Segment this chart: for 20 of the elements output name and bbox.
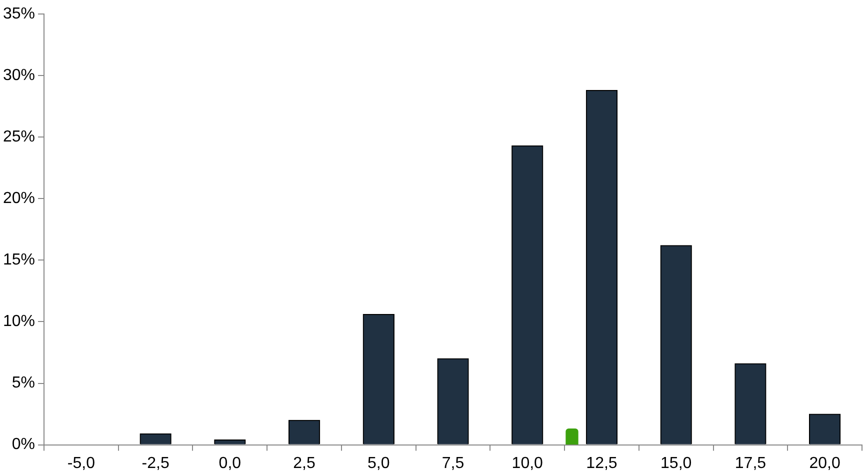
x-tick-label: 2,5: [293, 454, 316, 472]
y-tick-label: 25%: [2, 128, 36, 146]
x-tick-label: 0,0: [218, 454, 242, 472]
x-tick-label: 12,5: [586, 454, 618, 472]
y-tick-label: 10%: [2, 313, 36, 330]
y-tick-label: 5%: [12, 374, 36, 392]
x-tick-label: 17,5: [734, 454, 766, 472]
y-tick-label: 0%: [12, 436, 36, 454]
bar: [566, 428, 578, 445]
x-tick-label: -5,0: [67, 454, 96, 472]
y-tick-label: 30%: [2, 66, 36, 84]
x-tick-label: 10,0: [512, 454, 544, 472]
y-tick-label: 15%: [2, 252, 36, 269]
x-tick-label: 15,0: [660, 454, 692, 472]
x-tick-label: 7,5: [442, 454, 464, 472]
y-tick-label: 35%: [2, 5, 36, 22]
x-tick-label: 5,0: [368, 454, 390, 472]
y-tick-label: 20%: [2, 190, 36, 208]
x-tick-label: 20,0: [809, 454, 840, 472]
x-tick-label: -2,5: [142, 454, 170, 472]
